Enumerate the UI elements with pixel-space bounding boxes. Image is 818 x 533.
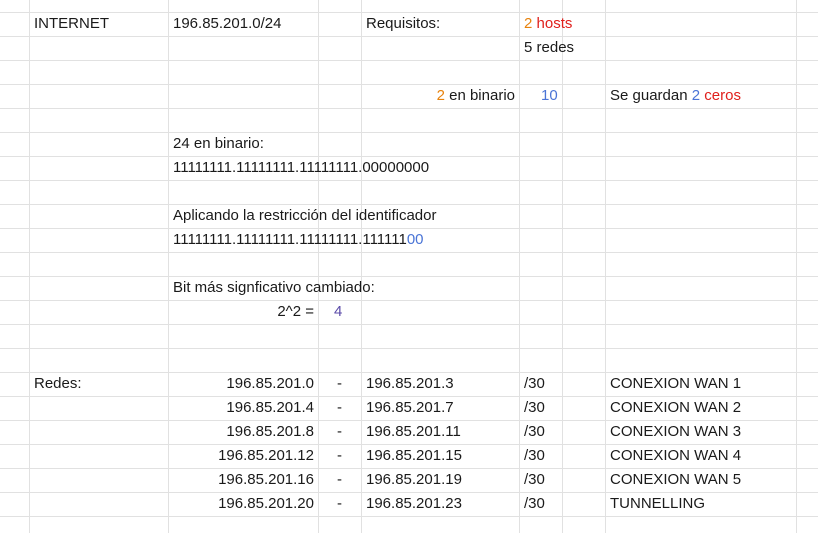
ceros-word: ceros bbox=[704, 87, 741, 104]
network-name[interactable]: CONEXION WAN 2 bbox=[610, 399, 742, 416]
gridline bbox=[519, 0, 520, 533]
network-start-ip[interactable]: 196.85.201.20 bbox=[218, 495, 314, 512]
binary-label[interactable]: 2 en binario bbox=[361, 84, 515, 108]
range-dash[interactable]: - bbox=[337, 447, 342, 464]
power-expression[interactable]: 2^2 = bbox=[277, 303, 314, 320]
network-name[interactable]: CONEXION WAN 3 bbox=[610, 423, 742, 440]
network-name[interactable]: CONEXION WAN 4 bbox=[610, 447, 742, 464]
mask-24-binary[interactable]: 11111111.11111111.11111111.00000000 bbox=[173, 159, 430, 176]
hosts-number: 2 bbox=[524, 15, 533, 32]
gridline bbox=[0, 252, 818, 253]
hosts-word: hosts bbox=[536, 15, 573, 32]
gridline bbox=[0, 348, 818, 349]
redes-requirement[interactable]: 5 redes bbox=[524, 39, 575, 56]
network-end-ip[interactable]: 196.85.201.19 bbox=[366, 471, 462, 488]
network-mask[interactable]: /30 bbox=[524, 447, 545, 464]
binary-two: 2 bbox=[436, 87, 445, 104]
zeros-count: 2 bbox=[691, 87, 701, 104]
gridline bbox=[0, 12, 818, 13]
range-dash[interactable]: - bbox=[337, 375, 342, 392]
range-dash[interactable]: - bbox=[337, 399, 342, 416]
gridline bbox=[0, 300, 818, 301]
network-mask[interactable]: /30 bbox=[524, 495, 545, 512]
power-value[interactable]: 4 bbox=[334, 300, 342, 324]
internet-network[interactable]: 196.85.201.0/24 bbox=[173, 15, 282, 32]
gridline bbox=[0, 324, 818, 325]
zeros-note[interactable]: Se guardan 2 ceros bbox=[610, 84, 741, 108]
network-mask[interactable]: /30 bbox=[524, 423, 545, 440]
gridline bbox=[0, 276, 818, 277]
gridline bbox=[0, 372, 818, 373]
network-start-ip[interactable]: 196.85.201.12 bbox=[218, 447, 314, 464]
internet-label[interactable]: INTERNET bbox=[34, 15, 109, 32]
network-name[interactable]: CONEXION WAN 1 bbox=[610, 375, 742, 392]
en-binario-text: en binario bbox=[449, 87, 515, 104]
network-start-ip[interactable]: 196.85.201.0 bbox=[226, 375, 314, 392]
gridline bbox=[0, 396, 818, 397]
mask-30-prefix: 11111111.11111111.11111111.111111 bbox=[173, 231, 407, 248]
gridline bbox=[605, 0, 606, 533]
gridline bbox=[0, 36, 818, 37]
mask-30-binary[interactable]: 11111111.11111111.11111111.11111100 bbox=[173, 228, 424, 252]
gridline bbox=[0, 84, 818, 85]
gridline bbox=[168, 0, 169, 533]
gridline bbox=[0, 156, 818, 157]
hosts-requirement[interactable]: 2 hosts bbox=[524, 12, 572, 36]
significant-bit-label[interactable]: Bit más signficativo cambiado: bbox=[173, 279, 375, 296]
network-start-ip[interactable]: 196.85.201.4 bbox=[226, 399, 314, 416]
network-mask[interactable]: /30 bbox=[524, 471, 545, 488]
gridline bbox=[562, 0, 563, 533]
gridline bbox=[796, 0, 797, 533]
gridline bbox=[0, 132, 818, 133]
se-guardan-text: Se guardan bbox=[610, 87, 688, 104]
mask-30-suffix: 00 bbox=[406, 231, 424, 248]
network-start-ip[interactable]: 196.85.201.8 bbox=[226, 423, 314, 440]
network-end-ip[interactable]: 196.85.201.23 bbox=[366, 495, 462, 512]
network-end-ip[interactable]: 196.85.201.11 bbox=[366, 423, 461, 440]
gridline bbox=[29, 0, 30, 533]
network-start-ip[interactable]: 196.85.201.16 bbox=[218, 471, 314, 488]
requisitos-label[interactable]: Requisitos: bbox=[366, 15, 441, 32]
network-name[interactable]: TUNNELLING bbox=[610, 495, 706, 512]
network-mask[interactable]: /30 bbox=[524, 375, 545, 392]
network-end-ip[interactable]: 196.85.201.15 bbox=[366, 447, 462, 464]
gridline bbox=[0, 444, 818, 445]
network-end-ip[interactable]: 196.85.201.3 bbox=[366, 375, 454, 392]
gridline bbox=[0, 492, 818, 493]
range-dash[interactable]: - bbox=[337, 423, 342, 440]
gridline bbox=[0, 228, 818, 229]
gridline bbox=[0, 180, 818, 181]
redes-label[interactable]: Redes: bbox=[34, 375, 82, 392]
range-dash[interactable]: - bbox=[337, 471, 342, 488]
power-value-text: 4 bbox=[334, 303, 343, 320]
network-end-ip[interactable]: 196.85.201.7 bbox=[366, 399, 454, 416]
gridline bbox=[0, 468, 818, 469]
gridline bbox=[0, 516, 818, 517]
gridline bbox=[0, 60, 818, 61]
network-mask[interactable]: /30 bbox=[524, 399, 545, 416]
gridline bbox=[0, 420, 818, 421]
binary-value-text: 10 bbox=[541, 87, 558, 104]
range-dash[interactable]: - bbox=[337, 495, 342, 512]
restriction-label[interactable]: Aplicando la restricción del identificad… bbox=[173, 207, 437, 224]
gridline bbox=[318, 0, 319, 533]
gridline bbox=[0, 204, 818, 205]
binary-value[interactable]: 10 bbox=[541, 84, 558, 108]
gridline bbox=[361, 0, 362, 533]
mask-24-label[interactable]: 24 en binario: bbox=[173, 135, 264, 152]
gridline bbox=[0, 108, 818, 109]
network-name[interactable]: CONEXION WAN 5 bbox=[610, 471, 742, 488]
